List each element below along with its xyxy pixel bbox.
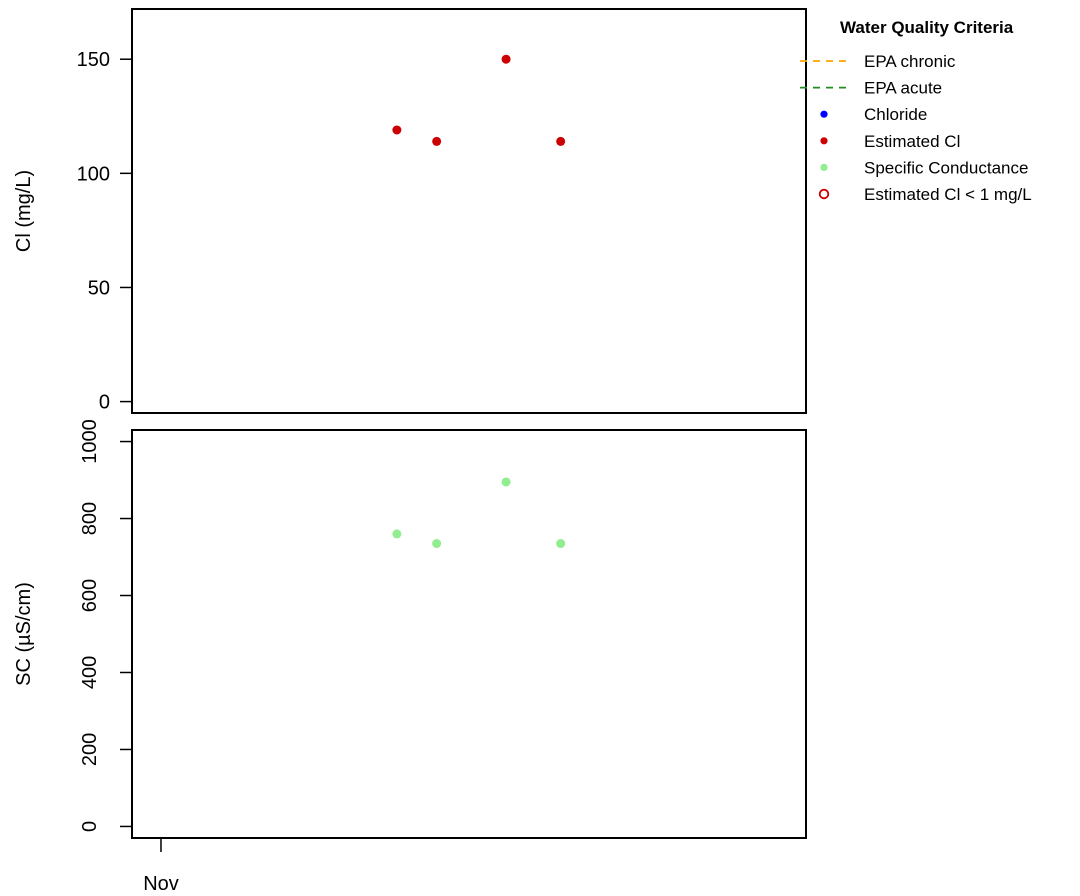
sc-data-point-0-2 — [501, 477, 511, 487]
cl-y-axis-title: Cl (mg/L) — [13, 170, 35, 252]
sc-y-tick-label-1000: 1000 — [79, 419, 101, 464]
cl-data-point-0-2 — [501, 54, 511, 64]
legend-label-0: EPA chronic — [864, 52, 956, 71]
legend-symbol-2 — [820, 110, 828, 118]
legend-label-5: Estimated Cl < 1 mg/L — [864, 185, 1032, 204]
cl-plot-frame — [131, 8, 807, 414]
sc-y-tick-label-400: 400 — [79, 656, 101, 689]
sc-plot-frame — [131, 429, 807, 839]
legend-label-2: Chloride — [864, 105, 927, 124]
legend-symbol-4 — [820, 163, 828, 171]
cl-y-tick-label-50: 50 — [88, 277, 110, 299]
sc-y-tick-label-200: 200 — [79, 733, 101, 766]
cl-data-point-0-3 — [556, 136, 566, 146]
legend-title: Water Quality Criteria — [840, 18, 1014, 37]
sc-data-point-0-1 — [432, 539, 442, 549]
sc-data-point-0-3 — [556, 539, 566, 549]
sc-y-tick-label-600: 600 — [79, 579, 101, 612]
legend-label-1: EPA acute — [864, 79, 942, 98]
cl-y-tick-label-0: 0 — [99, 392, 110, 414]
sc-x-tick-label-0: Nov — [143, 873, 179, 895]
sc-y-axis-title: SC (µS/cm) — [13, 582, 35, 686]
cl-y-tick-label-150: 150 — [77, 49, 110, 71]
legend-label-3: Estimated Cl — [864, 132, 960, 151]
legend-symbol-5 — [818, 188, 830, 200]
legend-symbol-3 — [820, 137, 828, 145]
sc-data-point-0-0 — [392, 529, 402, 539]
legend-label-4: Specific Conductance — [864, 158, 1028, 177]
cl-y-tick-label-100: 100 — [77, 163, 110, 185]
cl-data-point-0-0 — [392, 125, 402, 135]
sc-y-tick-label-0: 0 — [79, 821, 101, 832]
cl-data-point-0-1 — [432, 136, 442, 146]
sc-y-tick-label-800: 800 — [79, 502, 101, 535]
